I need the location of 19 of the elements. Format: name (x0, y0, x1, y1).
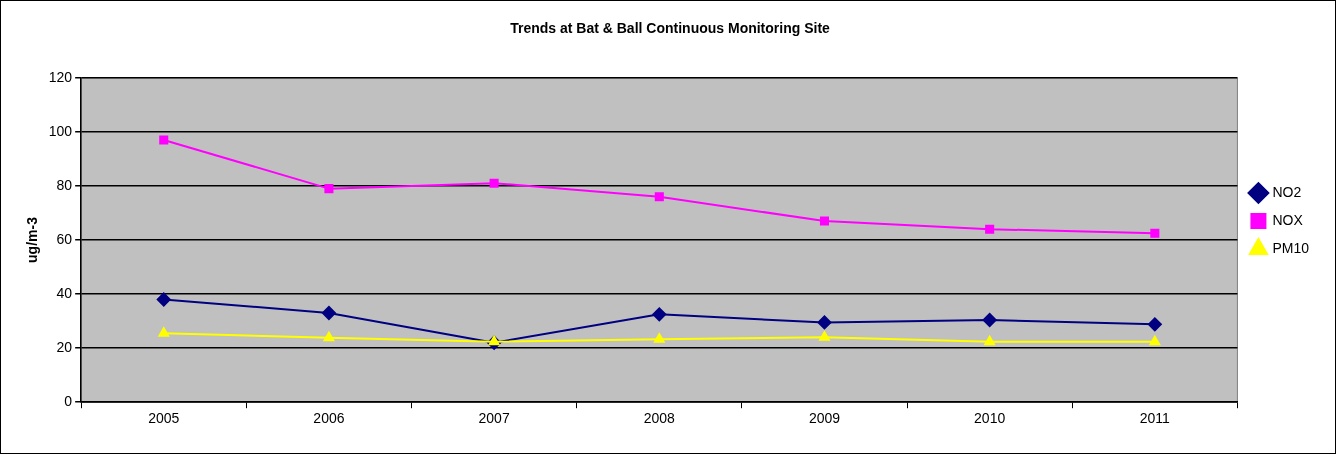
chart-title: Trends at Bat & Ball Continuous Monitoring Site (510, 20, 831, 37)
x-tick-label: 2011 (1139, 410, 1171, 427)
y-tick-label: 80 (56, 176, 73, 193)
legend-label: NOX (1272, 211, 1304, 228)
y-tick-label: 100 (48, 122, 73, 139)
x-tick-label: 2006 (313, 410, 345, 427)
legend-label: NO2 (1272, 183, 1302, 200)
y-tick-label: 0 (64, 393, 73, 410)
y-tick-label: 60 (56, 230, 73, 247)
x-tick-label: 2005 (148, 410, 180, 427)
x-tick-label: 2008 (643, 410, 676, 427)
x-tick-label: 2010 (974, 410, 1006, 427)
y-axis-title: ug/m-3 (24, 216, 41, 263)
y-tick-label: 20 (56, 338, 73, 355)
x-tick-label: 2007 (478, 410, 510, 427)
legend-label: PM10 (1272, 239, 1310, 256)
x-tick-label: 2009 (808, 410, 841, 427)
y-tick-label: 40 (56, 284, 73, 301)
y-tick-label: 120 (48, 68, 73, 85)
